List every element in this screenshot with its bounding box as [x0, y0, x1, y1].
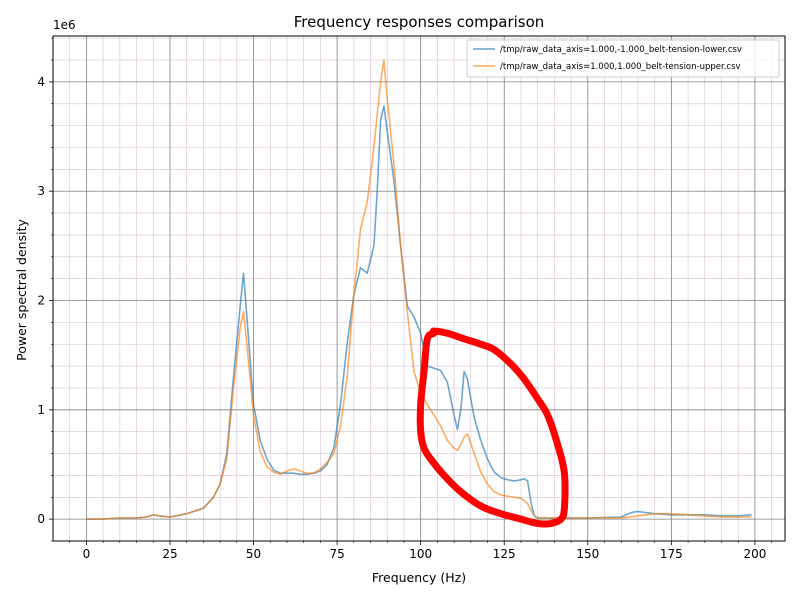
series-line-upper	[86, 59, 752, 520]
y-scale-multiplier: 1e6	[53, 18, 76, 32]
x-tick-label: 175	[660, 547, 683, 561]
plot-frame	[52, 35, 786, 542]
y-tick-label: 3	[37, 184, 45, 198]
series-line-lower	[86, 105, 752, 520]
x-tick-label: 0	[83, 547, 91, 561]
major-gridlines	[53, 36, 785, 541]
x-tick-label: 200	[743, 547, 766, 561]
chart-title: Frequency responses comparison	[294, 13, 545, 31]
y-tick-label: 1	[37, 403, 45, 417]
x-tick-label: 150	[576, 547, 599, 561]
x-tick-label: 25	[162, 547, 177, 561]
x-tick-label: 75	[329, 547, 344, 561]
legend: /tmp/raw_data_axis=1.000,-1.000_belt-ten…	[466, 39, 780, 78]
y-tick-label: 4	[37, 75, 45, 89]
legend-label-upper: /tmp/raw_data_axis=1.000,1.000_belt-tens…	[500, 62, 741, 72]
x-tick-label: 50	[246, 547, 261, 561]
red-highlight-loop	[416, 327, 569, 528]
minor-gridlines	[53, 36, 785, 542]
x-axis-title: Frequency (Hz)	[372, 570, 466, 585]
annotation-layer	[416, 327, 569, 528]
y-axis-title: Power spectral density	[14, 219, 29, 361]
legend-frame	[466, 39, 780, 78]
y-tick-label: 2	[37, 294, 45, 308]
x-tick-label: 100	[409, 547, 432, 561]
legend-label-lower: /tmp/raw_data_axis=1.000,-1.000_belt-ten…	[500, 45, 742, 55]
series-layer	[86, 59, 752, 520]
ticks-layer: 0 25 50 75 100 125 150 175 200 0 1 2 3 4	[37, 37, 772, 561]
y-tick-label: 0	[37, 512, 45, 526]
x-tick-label: 125	[493, 547, 516, 561]
